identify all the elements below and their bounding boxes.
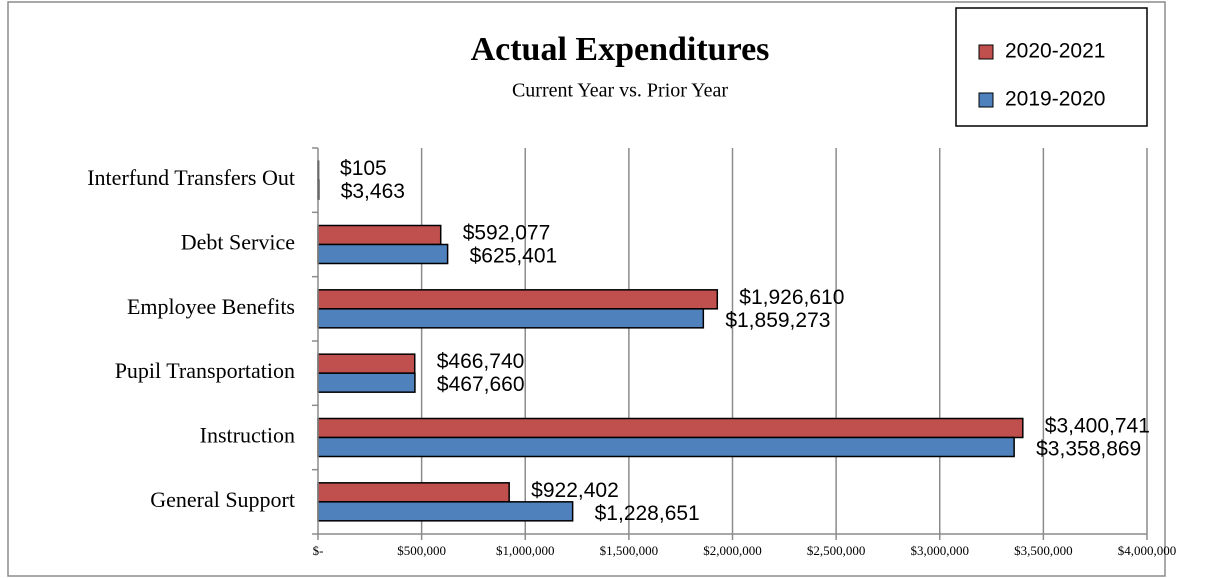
x-tick-label: $3,000,000 (911, 543, 970, 558)
x-tick-label: $1,000,000 (496, 543, 555, 558)
bar (317, 417, 1024, 439)
y-tick-label: Pupil Transportation (115, 358, 295, 383)
bar (317, 243, 449, 265)
value-label: $3,463 (341, 180, 405, 203)
y-tick-label: Employee Benefits (127, 294, 295, 319)
y-tick-label: Instruction (200, 423, 295, 448)
legend-swatch (978, 92, 994, 108)
value-label: $1,859,273 (725, 309, 830, 332)
value-label: $466,740 (437, 350, 525, 373)
value-label: $467,660 (437, 373, 525, 396)
x-tick-label: $500,000 (397, 543, 446, 558)
legend-label: 2019-2020 (1005, 88, 1105, 111)
bar (317, 372, 416, 393)
value-label: $105 (340, 157, 387, 180)
bar (317, 482, 510, 503)
value-label: $922,402 (531, 479, 619, 502)
legend-label: 2020-2021 (1005, 40, 1105, 63)
value-label: $592,077 (463, 222, 551, 245)
bar (317, 224, 442, 246)
chart-subtitle: Current Year vs. Prior Year (512, 80, 728, 102)
x-tick-label: $3,500,000 (1014, 543, 1073, 558)
bar (317, 289, 719, 310)
x-tick-label: $4,000,000 (1118, 543, 1177, 558)
bar (317, 436, 1015, 458)
value-label: $1,228,651 (595, 502, 700, 525)
bar (317, 501, 574, 522)
value-label: $1,926,610 (739, 286, 844, 309)
value-label: $3,400,741 (1045, 415, 1150, 438)
x-tick-label: $2,500,000 (807, 543, 866, 558)
legend-swatch (978, 44, 994, 60)
x-tick-label: $- (313, 543, 324, 558)
x-tick-label: $1,500,000 (600, 543, 659, 558)
y-tick-label: Debt Service (181, 230, 295, 255)
chart-title: Actual Expenditures (471, 31, 770, 68)
bar (317, 353, 416, 374)
value-label: $625,401 (470, 245, 558, 268)
x-tick-label: $2,000,000 (703, 543, 762, 558)
y-tick-label: General Support (150, 487, 295, 512)
bar (317, 308, 705, 329)
value-label: $3,358,869 (1036, 438, 1141, 461)
y-tick-label: Interfund Transfers Out (87, 165, 295, 190)
